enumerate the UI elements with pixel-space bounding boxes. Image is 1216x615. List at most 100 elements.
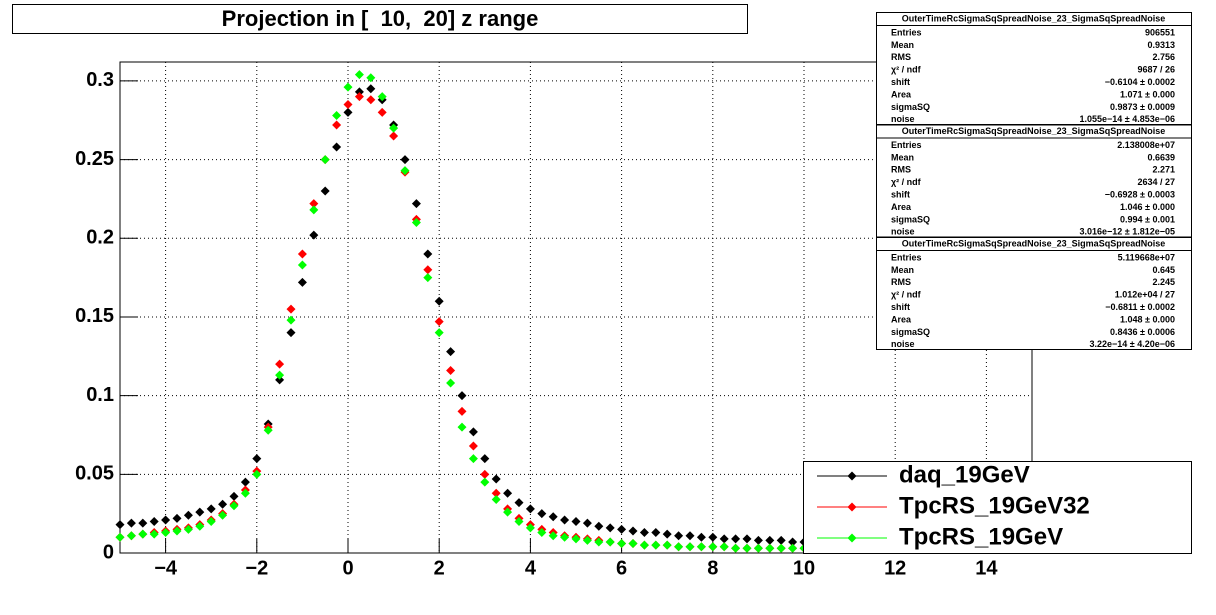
data-point [639,528,649,538]
data-point [252,469,262,479]
legend-marker [847,502,857,512]
stats-label: noise [891,227,915,237]
data-point [514,517,524,527]
data-point [628,539,638,549]
x-tick-label: 2 [434,557,445,579]
data-point [172,513,182,523]
data-point [229,491,239,501]
data-point [434,296,444,306]
x-tick-label: 10 [793,557,815,579]
data-point [468,427,478,437]
data-point [537,528,547,538]
x-tick-label: 4 [525,557,537,579]
data-point [206,504,216,514]
data-point [731,534,741,544]
stats-value: 0.9313 [1147,40,1175,50]
data-point [115,520,125,530]
data-point [138,529,148,539]
data-point [389,131,399,141]
data-point [731,543,741,553]
data-point [149,517,159,527]
data-point [503,507,513,517]
data-point [286,315,296,325]
stats-label: RMS [891,52,911,62]
data-point [788,543,798,553]
data-point [195,507,205,517]
data-point [297,277,307,287]
data-point [400,155,410,165]
data-point [560,515,570,525]
data-point [491,494,501,504]
data-point [423,273,433,283]
stats-label: Area [891,314,912,324]
stats-label: shift [891,77,910,87]
y-tick-label: 0 [103,541,114,563]
data-point [423,249,433,259]
data-point [582,518,592,528]
data-point [685,531,695,541]
data-point [491,488,501,498]
stats-value: 1.048 ± 0.000 [1120,314,1175,324]
data-point [240,477,250,487]
data-point [229,501,239,511]
stats-label: Area [891,89,912,99]
stats-value: 2.245 [1152,277,1175,287]
data-point [742,534,752,544]
stats-title: OuterTimeRcSigmaSqSpreadNoise_23_SigmaSq… [902,126,1165,136]
data-point [377,107,387,117]
data-point [309,205,319,215]
data-point [525,504,535,514]
data-point [480,469,490,479]
data-point [320,186,330,196]
data-point [548,512,558,522]
stats-value: −0.6104 ± 0.0002 [1105,77,1175,87]
stats-value: −0.6811 ± 0.0002 [1105,302,1175,312]
data-point [651,528,661,538]
stats-value: 2.756 [1152,52,1175,62]
data-point [343,99,353,109]
data-point [537,509,547,519]
data-point [582,535,592,545]
data-point [651,540,661,550]
data-point [275,375,285,385]
data-point [183,510,193,520]
stats-value: 0.8436 ± 0.0006 [1110,327,1175,337]
stats-box [876,237,1192,350]
legend-marker [847,533,857,543]
data-point [446,365,456,375]
data-point [332,120,342,130]
data-point [297,249,307,259]
data-point [674,542,684,552]
data-point [617,539,627,549]
stats-label: Entries [891,27,922,37]
legend-label: daq_19GeV [899,461,1030,488]
data-point [605,523,615,533]
data-point [309,199,319,209]
data-point [708,542,718,552]
stats-label: χ² / ndf [891,65,922,75]
stats-label: noise [891,114,915,124]
legend-label: TpcRS_19GeV [899,523,1063,550]
data-point [753,535,763,545]
stats-value: 2.138008e+07 [1117,140,1175,150]
x-tick-label: 14 [975,557,998,579]
stats-label: shift [891,189,910,199]
stats-title: OuterTimeRcSigmaSqSpreadNoise_23_SigmaSq… [902,13,1165,23]
data-point [332,111,342,121]
stats-label: Mean [891,40,914,50]
stats-value: 2634 / 27 [1137,177,1175,187]
y-tick-label: 0.2 [86,227,114,249]
stats-value: 0.994 ± 0.001 [1120,214,1175,224]
data-point [765,543,775,553]
data-point [594,521,604,531]
data-point [411,218,421,228]
x-tick-label: 8 [707,557,718,579]
data-point [628,526,638,536]
stats-label: Mean [891,152,914,162]
data-point [366,73,376,83]
data-point [434,317,444,327]
data-point [343,82,353,92]
data-point [639,540,649,550]
data-point [309,230,319,240]
data-point [411,199,421,209]
